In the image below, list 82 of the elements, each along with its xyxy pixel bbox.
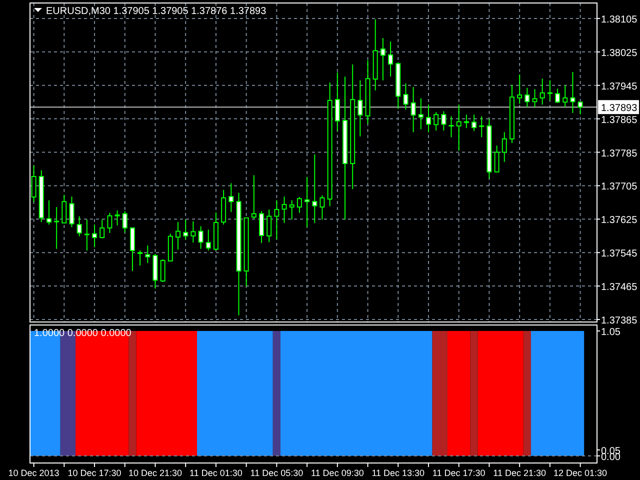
candlestick <box>296 196 302 214</box>
candlestick <box>555 88 560 104</box>
candlestick <box>410 86 416 133</box>
candlestick <box>403 82 408 110</box>
candlestick <box>320 194 325 220</box>
candlestick <box>62 194 67 224</box>
candlestick <box>100 219 105 239</box>
candlestick <box>228 182 234 213</box>
candlestick <box>334 72 340 132</box>
candlestick <box>358 80 363 137</box>
y-tick-label: 1.38025 <box>601 48 638 59</box>
candlestick <box>456 104 462 152</box>
candlestick <box>479 116 484 138</box>
x-tick-label: 12 Dec 01:30 <box>554 468 608 478</box>
x-tick-label: 11 Dec 09:30 <box>310 468 364 478</box>
candlestick <box>434 112 439 132</box>
x-tick-label: 11 Dec 05:30 <box>250 468 304 478</box>
candlestick <box>380 38 386 81</box>
candlestick <box>198 226 204 250</box>
candlestick <box>464 114 469 129</box>
candlestick <box>138 250 143 266</box>
candlestick <box>259 210 264 244</box>
candlestick <box>426 104 431 133</box>
x-tick-label: 11 Dec 21:30 <box>493 468 546 478</box>
chart-title: EURUSD,M30 1.37905 1.37905 1.37876 1.37893 <box>46 6 267 17</box>
x-tick-label: 10 Dec 2013 <box>8 468 60 478</box>
y-tick-label: 1.37785 <box>601 148 638 160</box>
candlestick <box>562 84 568 108</box>
candlestick <box>190 220 196 244</box>
candlestick <box>130 227 135 272</box>
candlestick <box>107 212 112 234</box>
candlestick <box>547 80 552 101</box>
ref-line-label: 1.37893 <box>601 103 638 114</box>
candlestick <box>289 200 294 220</box>
y-tick-label: 1.37705 <box>601 182 638 193</box>
candlestick <box>114 210 120 226</box>
candlestick <box>448 116 454 138</box>
candlestick <box>274 200 280 240</box>
candlestick <box>312 154 318 224</box>
y-tick-label: 1.37625 <box>601 215 638 226</box>
candlestick <box>176 222 181 250</box>
candlestick <box>92 224 98 248</box>
candlestick <box>502 132 507 162</box>
candlestick <box>46 200 52 226</box>
candlestick <box>122 210 128 234</box>
candlestick <box>517 74 522 104</box>
candlestick <box>84 219 90 252</box>
y-tick-label: 0.00 <box>601 452 621 463</box>
x-tick-label: 11 Dec 17:30 <box>432 468 486 478</box>
candlestick <box>69 196 74 228</box>
candlestick <box>145 244 150 264</box>
candlestick <box>183 219 188 240</box>
candlestick <box>524 87 530 108</box>
x-tick-label: 11 Dec 01:30 <box>190 468 242 478</box>
candlestick <box>251 174 256 220</box>
candlestick <box>532 88 538 108</box>
candlestick <box>472 114 477 132</box>
x-tick-label: 11 Dec 13:30 <box>372 468 425 478</box>
candlestick <box>570 71 576 114</box>
candlestick <box>31 165 36 203</box>
candlestick <box>206 229 211 252</box>
x-tick-label: 10 Dec 17:30 <box>68 468 122 478</box>
y-tick-label: 1.37465 <box>601 282 638 294</box>
y-tick-label: 1.37945 <box>601 81 638 92</box>
y-tick-label: 1.37865 <box>601 114 638 126</box>
candlestick <box>160 258 166 282</box>
candlestick <box>540 78 545 106</box>
candlestick <box>304 176 310 228</box>
candlestick <box>418 98 424 130</box>
x-tick-label: 10 Dec 21:30 <box>128 468 182 478</box>
y-tick-label: 1.37385 <box>601 315 638 326</box>
candlestick <box>282 196 287 224</box>
candlestick <box>76 216 82 237</box>
y-tick-label: 1.05 <box>601 326 621 338</box>
candlestick <box>494 145 500 172</box>
y-tick-label: 1.37545 <box>601 248 638 260</box>
candlestick <box>266 209 272 243</box>
candlestick <box>441 110 446 132</box>
candlestick <box>578 102 583 115</box>
y-tick-label: 1.38105 <box>601 14 638 26</box>
candlestick <box>388 40 394 78</box>
candlestick <box>54 206 60 250</box>
